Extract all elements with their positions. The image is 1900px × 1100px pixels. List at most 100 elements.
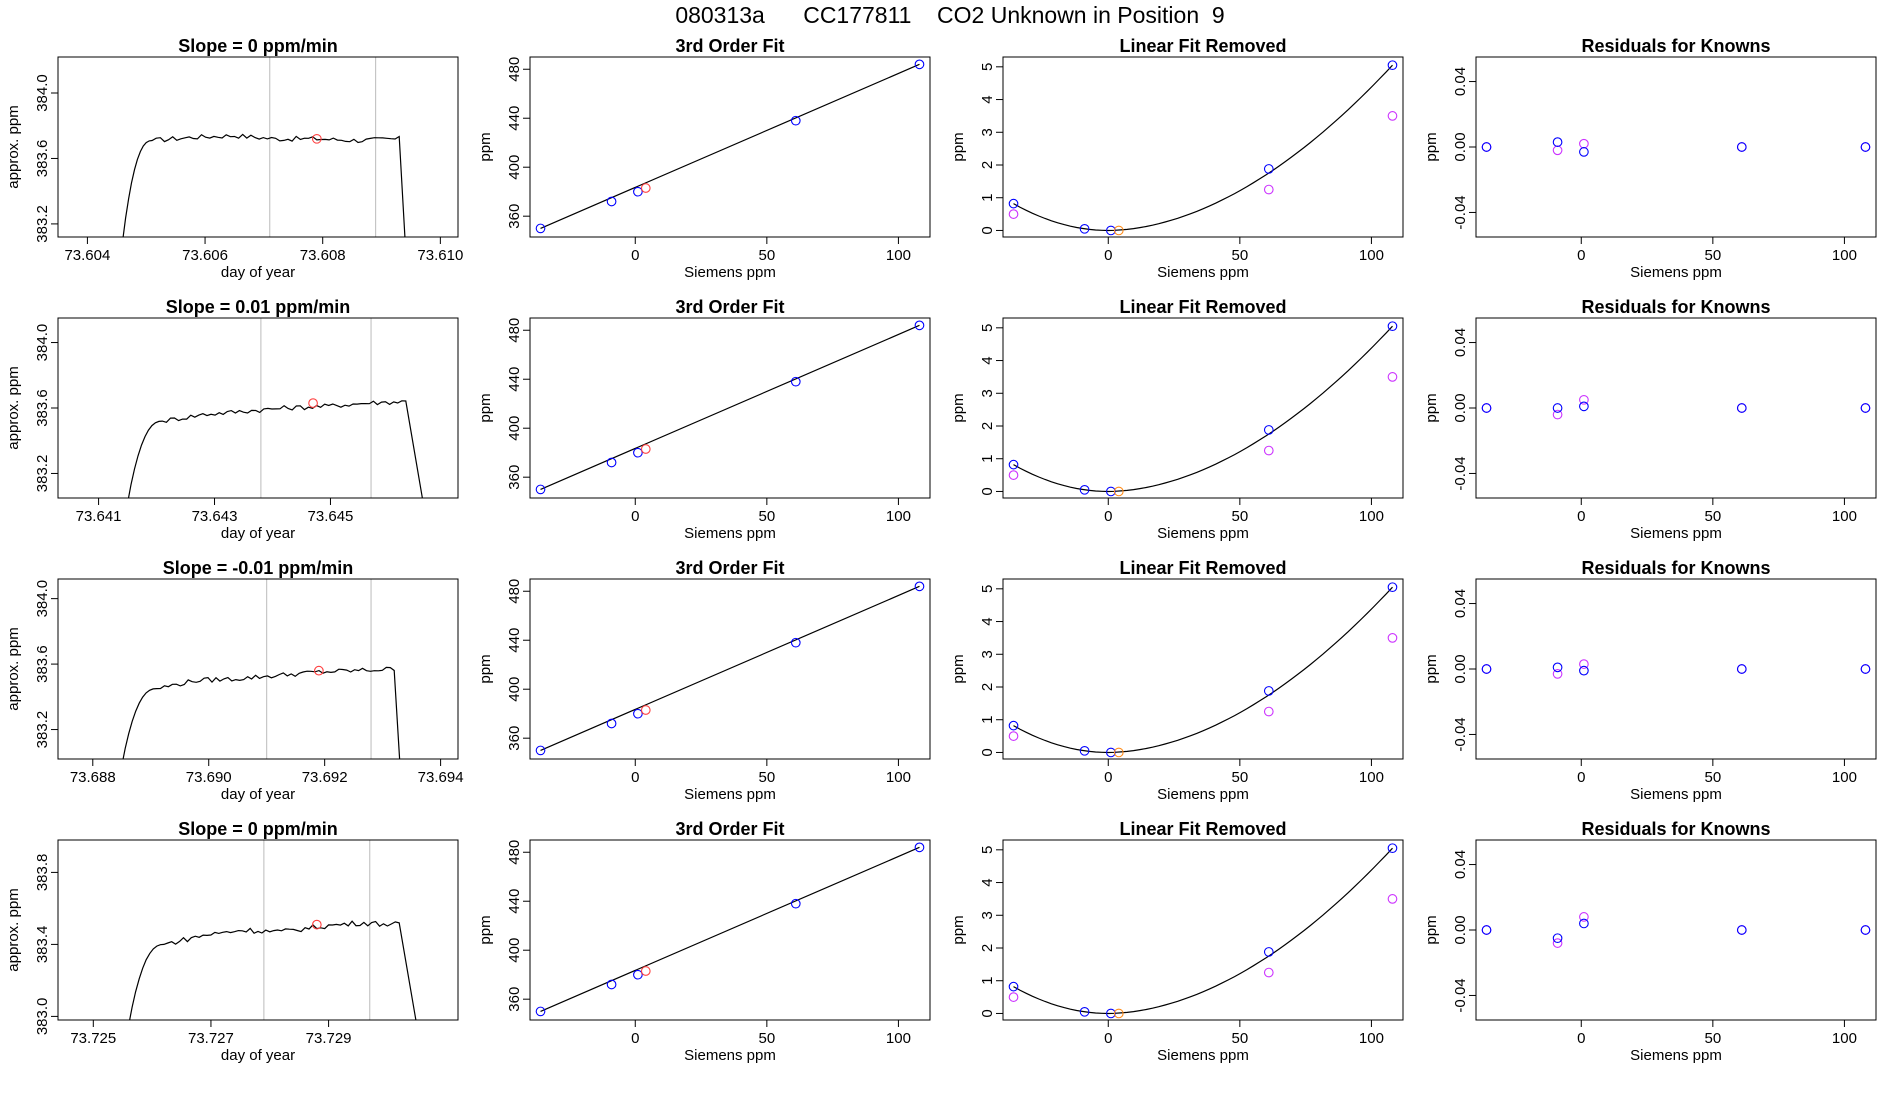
alt-fit-point	[1008, 731, 1019, 741]
y-tick-label: 0.00	[1452, 132, 1469, 161]
y-tick-label: 0.04	[1452, 589, 1469, 618]
plot-frame	[1475, 56, 1877, 238]
y-tick-label: 0	[979, 226, 996, 234]
known-point	[606, 196, 617, 207]
y-tick-label: 3	[979, 911, 996, 919]
trace-panel-2: Slope = 0.01 ppm/min 73.641 73.643 73.645 38…	[5, 297, 459, 542]
alt-fit-point	[1263, 967, 1274, 978]
x-tick-label: 100	[1359, 247, 1384, 264]
y-tick-label: 440	[506, 367, 523, 392]
x-axis-label: Siemens ppm	[1157, 264, 1249, 281]
residual-point-alt	[1552, 669, 1563, 679]
x-tick-label: 73.610	[417, 247, 463, 264]
fit-panel-2: 3rd Order Fit 0 50 100 360 400 440 480 Siemens p…	[477, 297, 931, 542]
alt-fit-point	[1008, 992, 1019, 1002]
known-point	[914, 320, 925, 331]
unknown-point	[640, 183, 651, 193]
y-tick-label: 0.04	[1452, 67, 1469, 96]
alt-fit-point	[1263, 184, 1274, 195]
y-tick-label: 0.00	[1452, 915, 1469, 944]
plot-frame	[57, 317, 459, 499]
residual-point-alt	[1579, 912, 1589, 922]
x-tick-label: 0	[1577, 508, 1585, 525]
fit-panel-4: 3rd Order Fit 0 50 100 360 400 440 480 Siemens p…	[477, 819, 931, 1064]
residual-point	[1552, 662, 1563, 673]
residual-point-alt	[1552, 145, 1563, 156]
y-tick-label: 360	[506, 465, 523, 490]
y-tick-label: 440	[506, 628, 523, 653]
residuals-panel-2: Residuals for Knowns 0 50 100 -0.04 0.00 0.04 S…	[1423, 297, 1877, 542]
known-point	[1079, 484, 1090, 495]
y-axis-label: ppm	[477, 654, 494, 683]
known-point	[1008, 720, 1019, 731]
known-point	[1106, 225, 1116, 236]
y-tick-label: 3	[979, 389, 996, 397]
x-tick-label: 50	[1231, 247, 1248, 264]
alt-fit-point	[1008, 209, 1019, 219]
x-tick-label: 73.688	[70, 769, 116, 786]
x-axis-label: Siemens ppm	[1157, 1047, 1249, 1064]
trace-panel-1: Slope = 0 ppm/min 73.604 73.606 73.608 73.61…	[5, 36, 463, 281]
residual-point	[1736, 925, 1747, 935]
x-axis-label: Siemens ppm	[684, 525, 776, 542]
plot-frame	[1002, 56, 1404, 238]
y-tick-label: 440	[506, 889, 523, 914]
x-tick-label: 73.690	[186, 769, 232, 786]
plot-frame	[1002, 317, 1404, 499]
known-point	[1263, 164, 1274, 174]
y-tick-label: -0.04	[1452, 456, 1469, 490]
known-point	[1263, 425, 1274, 435]
known-point	[1263, 686, 1274, 696]
known-point	[606, 979, 617, 990]
residual-point	[1736, 403, 1747, 413]
y-tick-label: 383.8	[34, 854, 51, 892]
panel-title: Residuals for Knowns	[1581, 819, 1770, 839]
panel-title: 3rd Order Fit	[675, 558, 784, 578]
known-point	[790, 637, 801, 648]
x-axis-label: Siemens ppm	[1157, 525, 1249, 542]
unknown-point	[1113, 1008, 1124, 1019]
x-tick-label: 50	[1704, 508, 1721, 525]
y-tick-label: 400	[506, 155, 523, 180]
known-point	[1106, 1008, 1116, 1019]
residuals-panel-3: Residuals for Knowns 0 50 100 -0.04 0.00 0.04 S…	[1423, 558, 1877, 803]
x-tick-label: 73.645	[308, 508, 354, 525]
known-point	[606, 718, 617, 729]
y-tick-label: 0	[979, 487, 996, 495]
panel-title: Linear Fit Removed	[1119, 558, 1286, 578]
unknown-point	[1113, 225, 1124, 236]
x-tick-label: 0	[631, 508, 639, 525]
panel-title: Residuals for Knowns	[1581, 558, 1770, 578]
x-tick-label: 50	[758, 508, 775, 525]
plot-frame	[57, 839, 459, 1021]
residual-point	[1736, 142, 1747, 152]
y-tick-label: 383.4	[34, 926, 51, 964]
y-tick-label: 480	[506, 579, 523, 604]
x-tick-label: 100	[1832, 508, 1857, 525]
panel-title: 3rd Order Fit	[675, 297, 784, 317]
x-tick-label: 0	[1577, 247, 1585, 264]
panel-title: 3rd Order Fit	[675, 819, 784, 839]
y-tick-label: 0.00	[1452, 393, 1469, 422]
residual-point	[1860, 925, 1871, 935]
x-axis-label: Siemens ppm	[1630, 264, 1722, 281]
x-tick-label: 73.643	[192, 508, 238, 525]
x-axis-label: day of year	[221, 1047, 295, 1064]
plot-frame	[529, 839, 931, 1021]
x-tick-label: 50	[1704, 247, 1721, 264]
y-tick-label: 384.0	[34, 324, 51, 362]
x-tick-label: 0	[1104, 508, 1112, 525]
y-tick-label: 3	[979, 128, 996, 136]
concentration-trace	[127, 400, 423, 498]
x-tick-label: 73.692	[302, 769, 348, 786]
y-tick-label: -0.04	[1452, 978, 1469, 1012]
plot-frame	[529, 578, 931, 760]
x-tick-label: 50	[1704, 1030, 1721, 1047]
y-axis-label: ppm	[1423, 654, 1440, 683]
y-tick-label: 383.2	[34, 711, 51, 749]
x-axis-label: Siemens ppm	[1630, 525, 1722, 542]
x-tick-label: 73.725	[70, 1030, 116, 1047]
residual-point-alt	[1579, 138, 1589, 149]
x-tick-label: 50	[1704, 769, 1721, 786]
residual-point	[1552, 933, 1563, 944]
